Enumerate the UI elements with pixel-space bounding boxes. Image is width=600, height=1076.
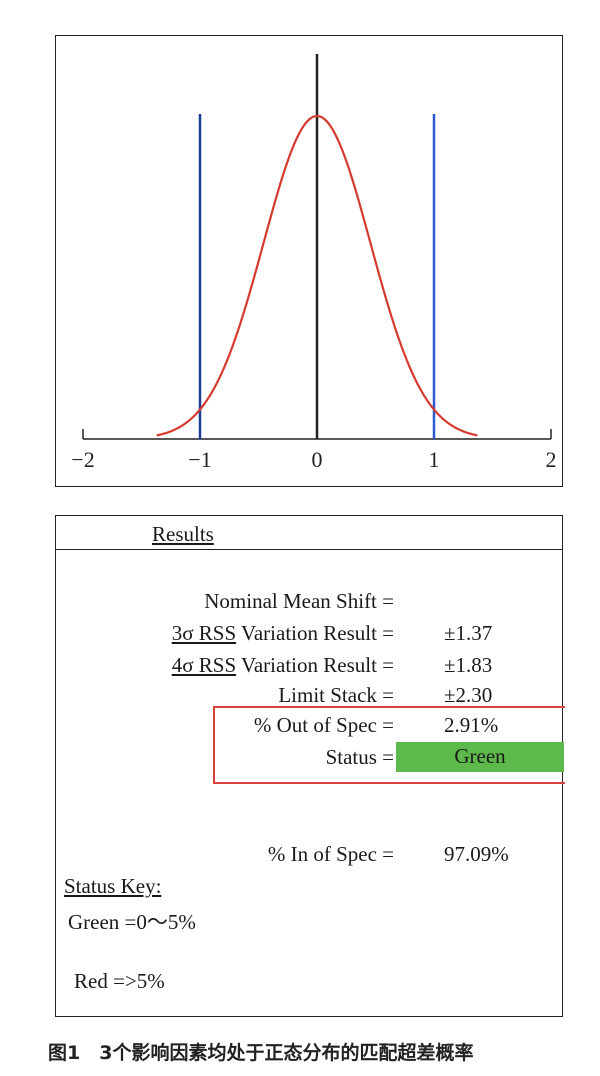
results-title: Results (152, 522, 214, 546)
rss4-label: 4σ RSS Variation Result = (172, 653, 394, 678)
limit-stack-label: Limit Stack = (278, 683, 394, 707)
figure-caption: 图1 3个影响因素均处于正态分布的匹配超差概率 (48, 1042, 474, 1064)
nominal-mean-shift-label: Nominal Mean Shift = (204, 589, 394, 613)
x-tick-label: 2 (546, 447, 557, 472)
limit-stack-value: ±2.30 (444, 683, 493, 707)
rss4-prefix: 4σ RSS (171, 653, 237, 677)
out-of-spec-label: % Out of Spec = (253, 713, 394, 737)
out-of-spec-highlight-box (213, 706, 565, 784)
status-value: Green (454, 744, 506, 768)
normal-distribution-curve (156, 114, 478, 437)
rss3-label: 3σ RSS Variation Result = (172, 621, 394, 646)
out-of-spec-value: 2.91% (444, 713, 499, 737)
status-key-red: Red =>5% (74, 969, 165, 993)
distribution-chart: −2 −1 0 1 2 (71, 54, 557, 472)
status-key-green: Green =0～5% (68, 910, 196, 934)
rss3-suffix: Variation Result = (236, 621, 394, 645)
rss4-value: ±1.83 (444, 653, 493, 677)
distribution-chart-panel: −2 −1 0 1 2 (55, 35, 563, 487)
x-tick-label: 1 (429, 447, 440, 472)
results-panel: Results Nominal Mean Shift = 3σ RSS Vari… (55, 515, 565, 1017)
status-cell: Green (396, 742, 564, 772)
results-header: Results (56, 516, 562, 550)
rss3-prefix: 3σ RSS (171, 621, 237, 645)
in-spec-value: 97.09% (444, 842, 509, 866)
status-label: Status = (325, 745, 394, 769)
status-key-title: Status Key: (64, 874, 162, 898)
x-tick-label: 0 (312, 447, 323, 472)
rss4-suffix: Variation Result = (236, 653, 394, 677)
x-tick-label: −1 (188, 447, 211, 472)
in-spec-label: % In of Spec = (267, 842, 394, 866)
rss3-value: ±1.37 (444, 621, 493, 645)
x-tick-label: −2 (71, 447, 94, 472)
